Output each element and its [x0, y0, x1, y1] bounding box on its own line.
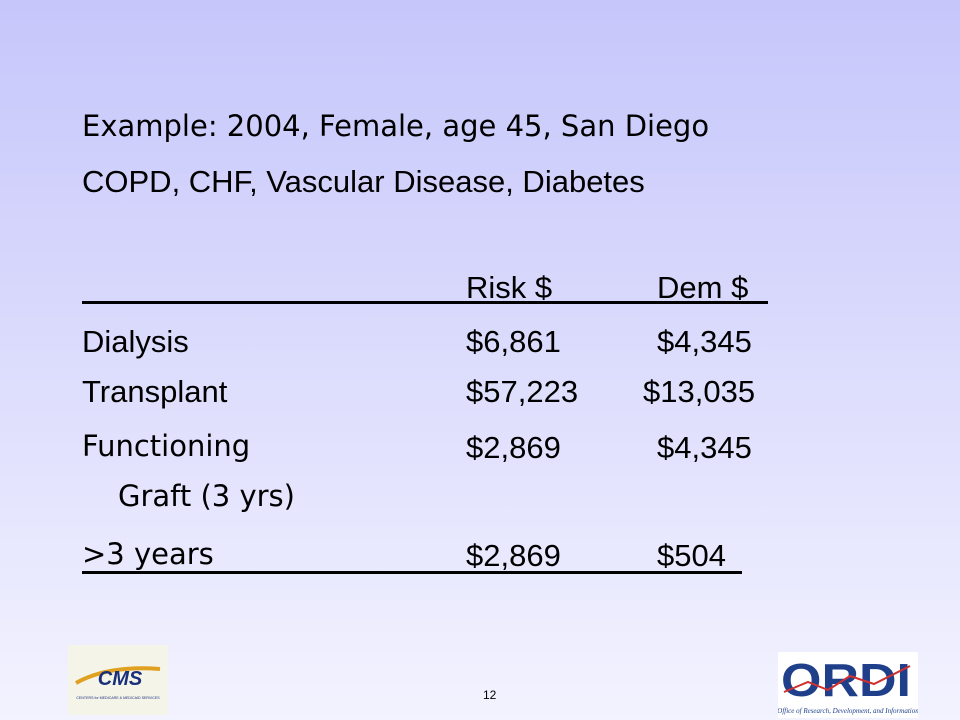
ordi-logo: ORDI Office of Research, Development, an…	[778, 652, 918, 718]
column-header: Risk $	[466, 270, 553, 305]
risk-value: $6,861	[466, 324, 561, 359]
subtitle-line: COPD, CHF, Vascular Disease, Diabetes	[82, 164, 645, 199]
risk-value: $2,869	[466, 538, 561, 573]
row-label: Functioning	[82, 429, 251, 463]
title-line: Example: 2004, Female, age 45, San Diego	[82, 109, 710, 143]
column-header: Dem $	[657, 270, 749, 305]
logo-line	[783, 665, 911, 693]
logo-swoosh	[75, 666, 161, 685]
row-label: Transplant	[82, 374, 228, 409]
row-label: >3 years	[82, 537, 214, 571]
row-label: Dialysis	[82, 324, 189, 359]
cms-logo: CMS CENTERS for MEDICARE & MEDICAID SERV…	[68, 645, 168, 715]
footer-rule	[82, 571, 742, 574]
dem-value: $504	[657, 538, 726, 573]
page-number: 12	[483, 688, 497, 702]
risk-value: $2,869	[466, 430, 561, 465]
risk-value: $57,223	[466, 374, 579, 409]
logo-caption: Office of Research, Development, and Inf…	[778, 707, 918, 715]
dem-value: $13,035	[643, 374, 756, 409]
logo-name: ORDI	[781, 654, 911, 706]
header-rule	[82, 301, 768, 304]
dem-value: $4,345	[657, 324, 752, 359]
logo-name: CMS	[98, 668, 143, 690]
row-sublabel: Graft (3 yrs)	[118, 479, 295, 513]
logo-caption: CENTERS for MEDICARE & MEDICAID SERVICES	[76, 696, 160, 700]
dem-value: $4,345	[657, 430, 752, 465]
